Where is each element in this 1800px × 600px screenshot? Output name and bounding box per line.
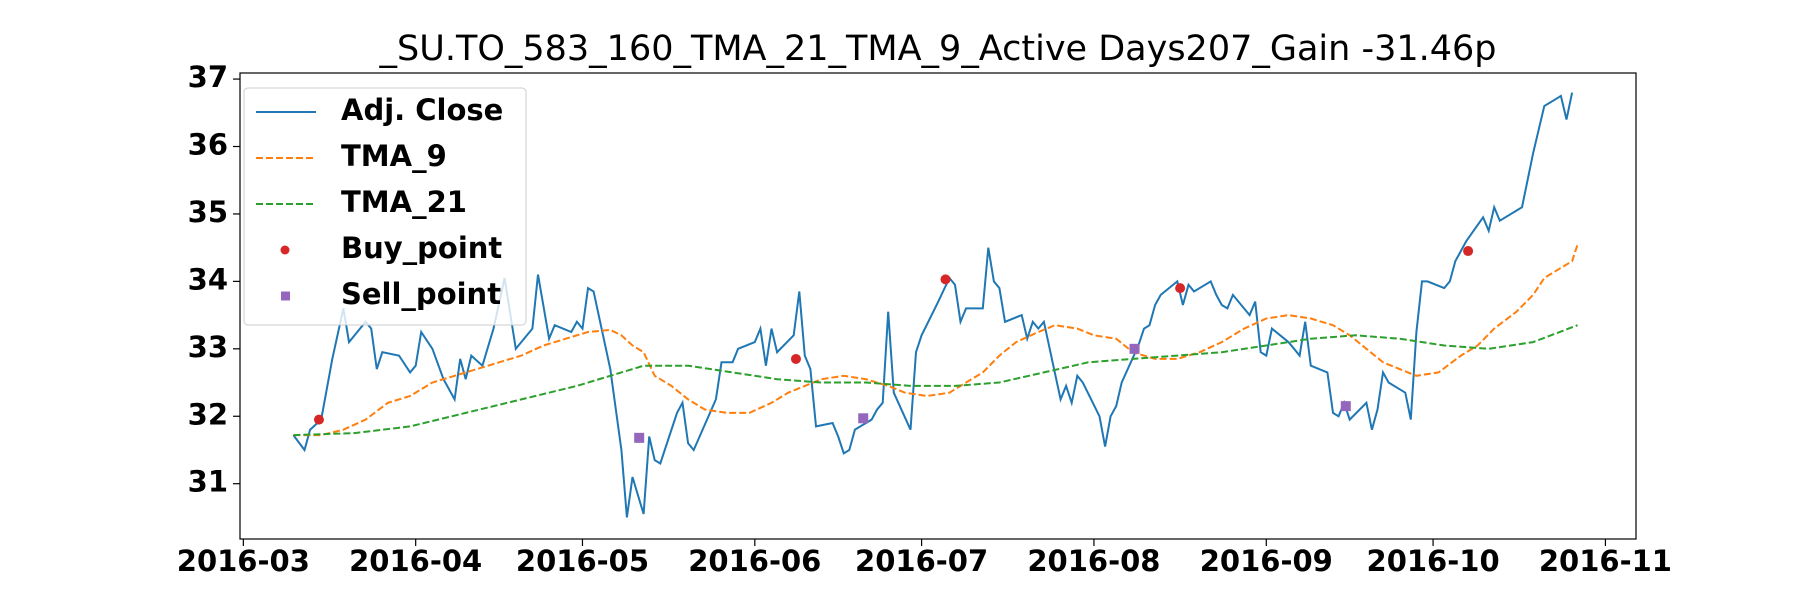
x-tick-label: 2016-07	[855, 544, 988, 578]
x-tick-label: 2016-11	[1539, 544, 1672, 578]
x-tick-label: 2016-05	[516, 544, 649, 578]
buy-point	[1175, 283, 1186, 294]
plot-frame	[239, 72, 1637, 540]
buy-point	[1463, 246, 1474, 257]
buy-point	[313, 414, 324, 425]
series-line	[293, 243, 1579, 437]
y-tick-label: 35	[188, 195, 228, 229]
legend-box	[243, 87, 527, 326]
x-tick-label: 2016-08	[1027, 544, 1160, 578]
x-tick-label: 2016-09	[1200, 544, 1333, 578]
buy-point	[790, 353, 801, 364]
sell-point	[858, 413, 869, 424]
y-tick-label: 32	[188, 397, 228, 431]
x-tick-label: 2016-03	[177, 544, 310, 578]
legend-label: Buy_point	[341, 231, 502, 265]
series-line	[293, 324, 1578, 437]
x-tick-label: 2016-06	[688, 544, 821, 578]
y-tick-label: 34	[188, 262, 228, 296]
sell-point	[634, 432, 645, 443]
sell-point	[1129, 343, 1140, 354]
legend-label: Adj. Close	[341, 93, 503, 127]
y-tick-label: 31	[188, 465, 228, 499]
legend-label: TMA_9	[341, 139, 447, 173]
x-tick-label: 2016-10	[1367, 544, 1500, 578]
y-tick-label: 36	[188, 128, 228, 162]
legend-marker	[280, 245, 290, 255]
y-tick-label: 33	[188, 330, 228, 364]
legend-marker	[281, 291, 290, 301]
x-tick-label: 2016-04	[349, 544, 482, 578]
legend-label: TMA_21	[341, 185, 467, 219]
y-tick-label: 37	[188, 60, 228, 94]
buy-point	[940, 274, 951, 285]
legend-label: Sell_point	[341, 277, 501, 311]
series-line	[292, 92, 1574, 518]
sell-point	[1340, 401, 1351, 412]
chart-title: _SU.TO_583_160_TMA_21_TMA_9_Active Days2…	[378, 29, 1496, 69]
